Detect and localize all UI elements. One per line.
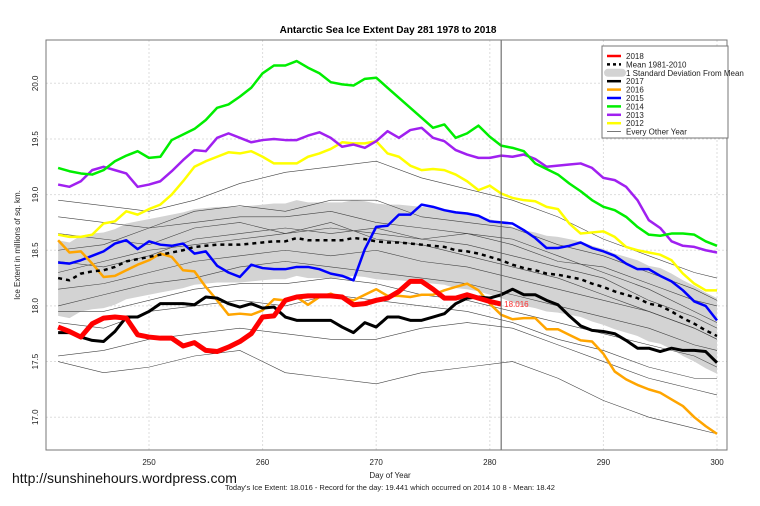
y-tick-label: 19.0	[31, 186, 40, 202]
series-line-2018	[57, 278, 502, 355]
series-line-2014	[57, 59, 718, 247]
x-axis: 250 260 270 280 290 300	[142, 458, 724, 467]
y-tick-label: 20.0	[31, 75, 40, 91]
chart-title: Antarctic Sea Ice Extent Day 281 1978 to…	[280, 25, 497, 36]
series-line-mean-1981-2010	[57, 236, 718, 338]
legend-label: 2017	[626, 77, 644, 86]
legend-label: 2016	[626, 86, 644, 95]
y-tick-label: 18.0	[31, 298, 40, 314]
x-tick-label: 280	[483, 458, 497, 467]
every-other-year-line	[58, 350, 718, 435]
y-axis-label: Ice Extent in millions of sq. km.	[13, 190, 22, 300]
every-other-year-line	[58, 322, 718, 396]
legend-box	[601, 45, 729, 139]
series-line-2017	[58, 287, 719, 364]
y-tick-label: 17.5	[31, 353, 40, 369]
x-tick-label: 270	[370, 458, 384, 467]
x-tick-label: 260	[256, 458, 270, 467]
footer-stats: Today's Ice Extent: 18.016 - Record for …	[225, 483, 555, 492]
legend-label: Every Other Year	[626, 128, 687, 137]
x-axis-label: Day of Year	[369, 471, 411, 480]
series-lines	[57, 59, 719, 435]
series-line-2012	[57, 139, 717, 292]
plot-frame	[45, 39, 728, 451]
y-tick-label: 19.5	[31, 131, 40, 147]
legend-label: 2014	[626, 102, 644, 111]
legend-label: 2015	[626, 94, 644, 103]
x-tick-label: 250	[142, 458, 156, 467]
current-value-label: 18.016	[504, 300, 529, 309]
legend-label: 2018	[626, 52, 644, 61]
every-other-year-line	[58, 222, 718, 307]
legend-label: 1 Standard Deviation From Mean	[626, 69, 744, 78]
watermark: http://sunshinehours.wordpress.com	[12, 470, 237, 486]
legend-label: 2012	[626, 119, 644, 128]
every-other-year-line	[58, 249, 718, 340]
series-line-2015	[57, 203, 718, 322]
y-tick-label: 18.5	[31, 242, 40, 258]
every-other-year-line	[58, 294, 717, 379]
every-other-year-line	[58, 210, 718, 323]
y-axis: 17.0 17.5 18.0 18.5 19.0 19.5 20.0	[31, 75, 40, 425]
every-other-year-line	[58, 261, 718, 351]
x-tick-label: 290	[597, 458, 611, 467]
series-line-2013	[57, 126, 718, 254]
legend-label: Mean 1981-2010	[626, 60, 687, 69]
x-tick-label: 300	[710, 458, 724, 467]
legend-swatch	[604, 68, 626, 77]
y-tick-label: 17.0	[31, 409, 40, 425]
legend-label: 2013	[626, 111, 644, 120]
